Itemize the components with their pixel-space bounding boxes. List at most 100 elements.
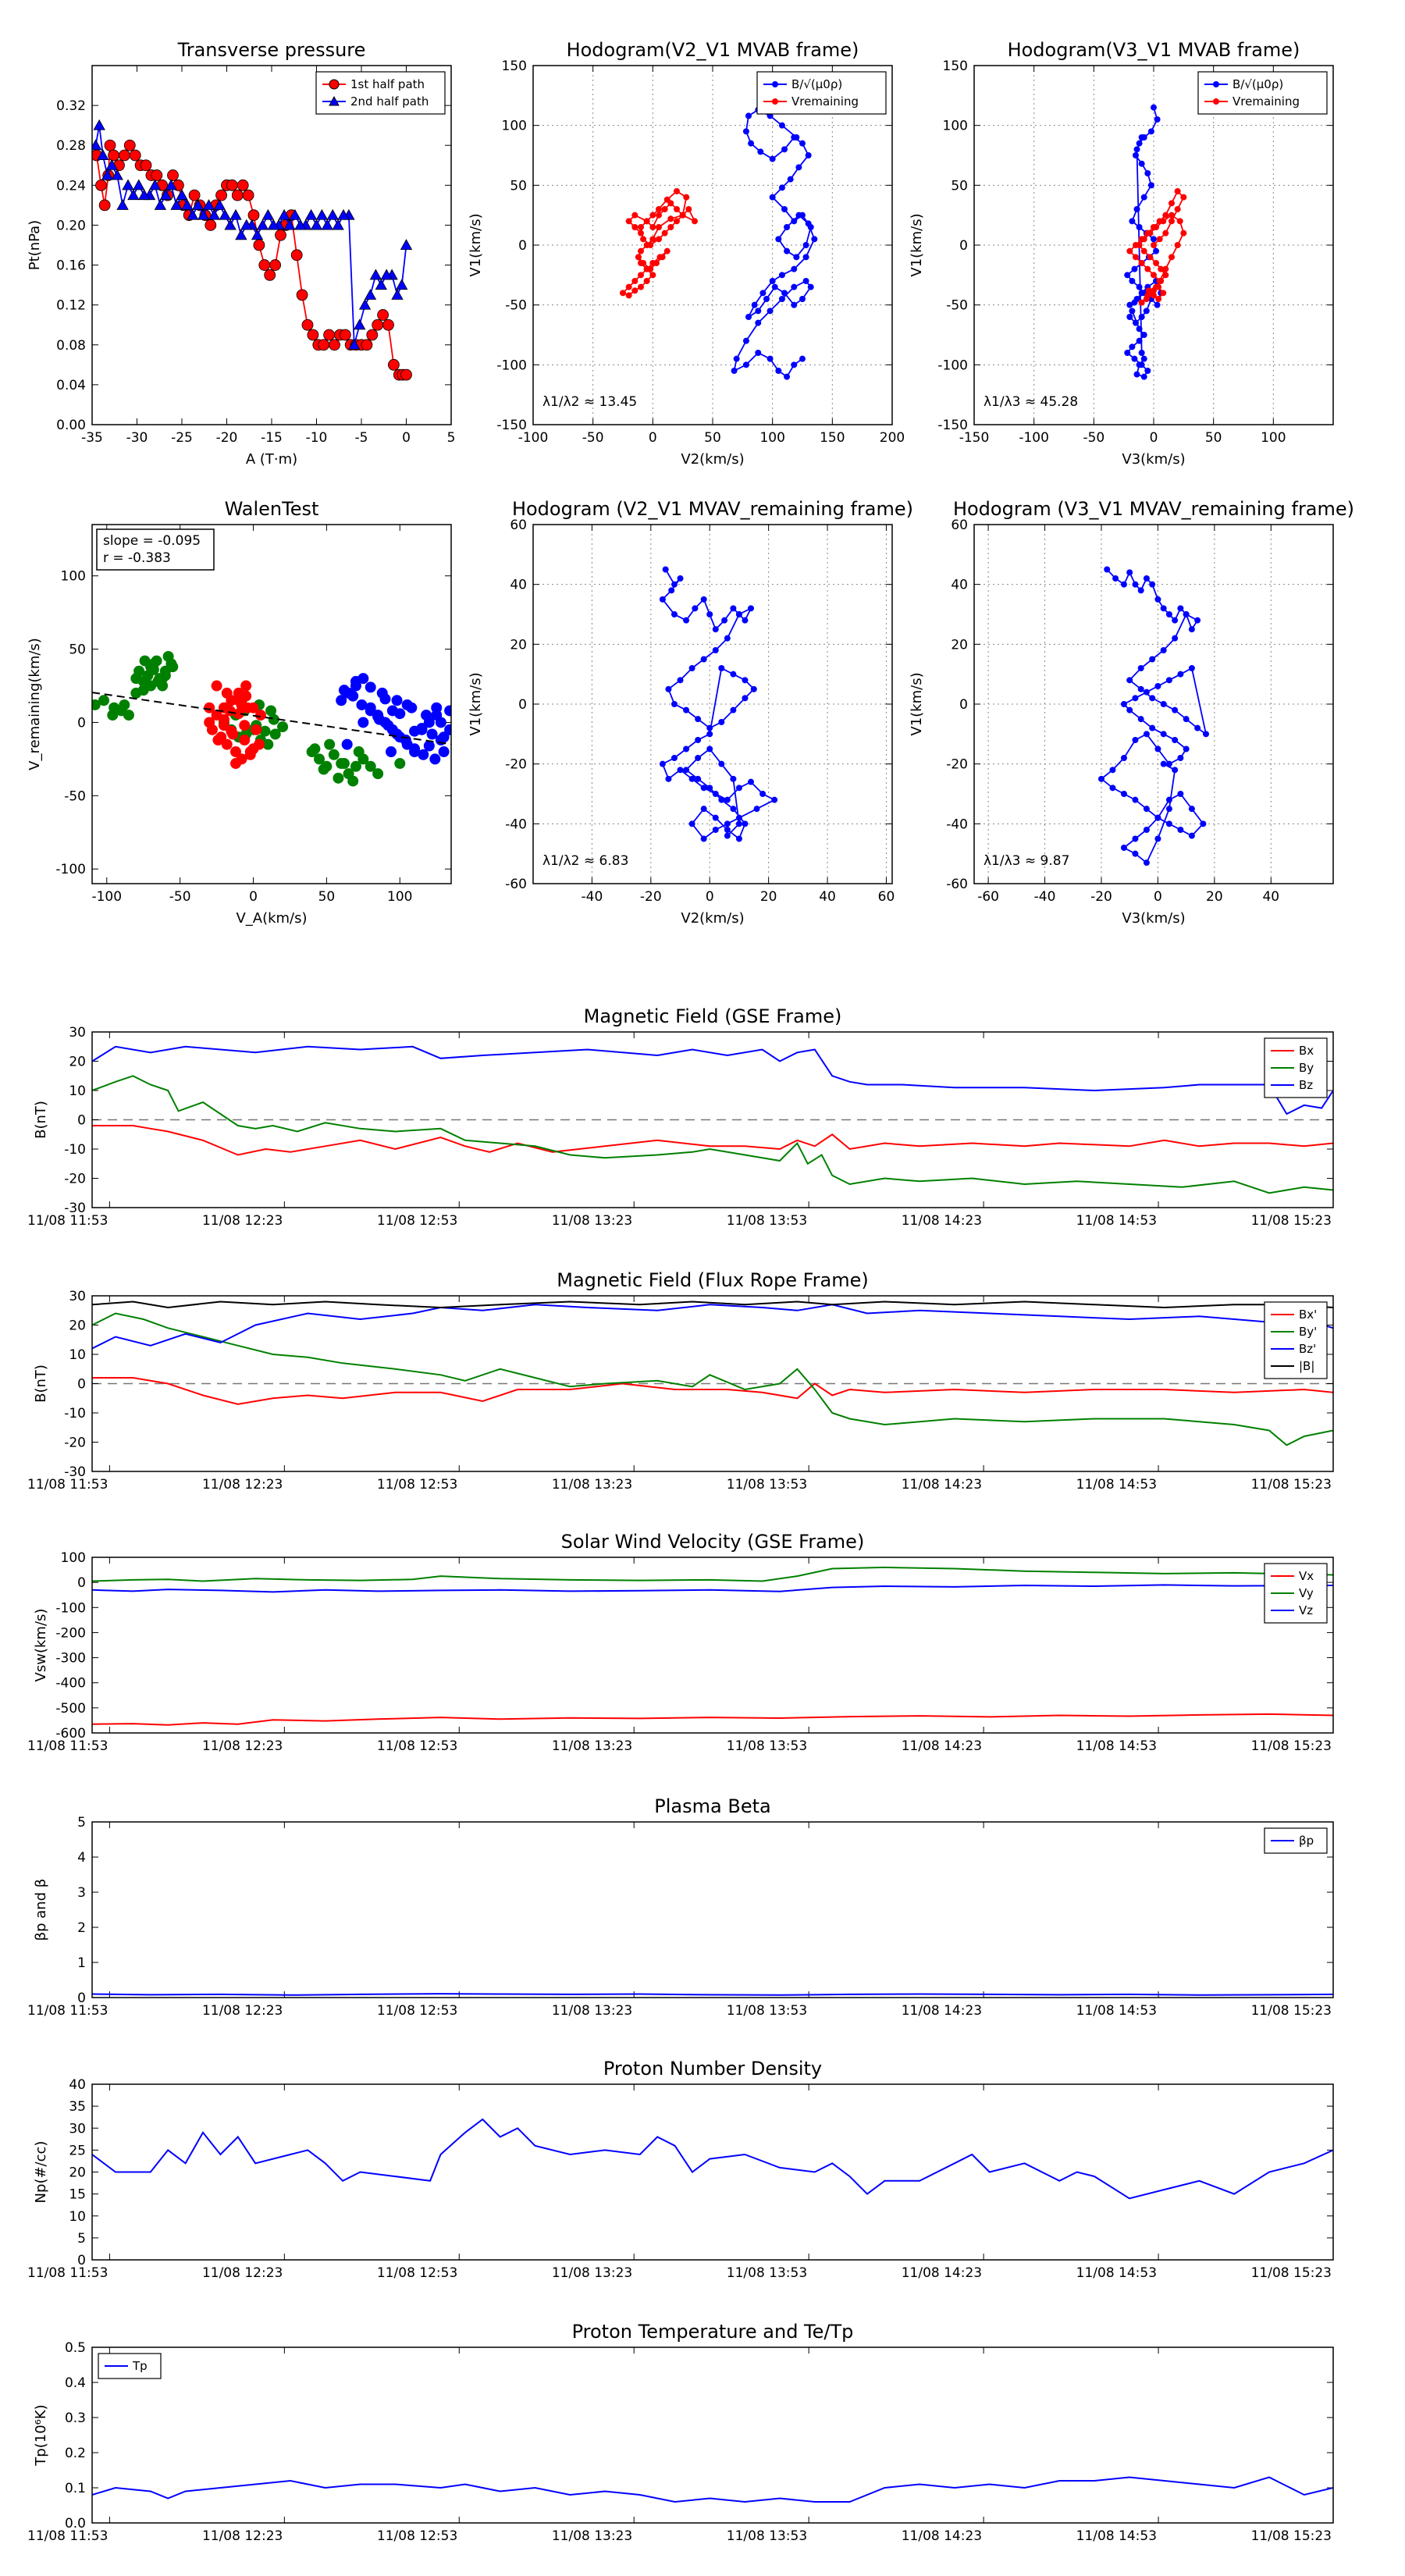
data-point — [394, 758, 406, 770]
data-point — [123, 710, 134, 721]
legend-marker — [329, 95, 340, 106]
data-point — [1147, 128, 1154, 135]
data-point — [366, 329, 379, 341]
data-point — [1172, 737, 1179, 743]
data-point — [1180, 194, 1187, 201]
y-axis-label: B(nT) — [33, 1101, 49, 1139]
data-point — [1188, 665, 1195, 671]
legend-label: Bx' — [1299, 1308, 1317, 1322]
data-point — [358, 298, 372, 310]
data-point — [326, 208, 339, 220]
data-point — [795, 164, 802, 171]
data-point — [1133, 152, 1139, 158]
data-point — [1154, 745, 1161, 753]
data-point — [1136, 361, 1143, 368]
y-tick-label: 50 — [69, 642, 86, 658]
x-tick-label: -40 — [1034, 889, 1056, 905]
data-point — [1132, 737, 1139, 743]
series-line-By — [92, 1075, 1333, 1194]
data-point — [309, 743, 321, 755]
axis-ticks: 11/08 11:53 11/08 12:23 11/08 12:53 11/08 1… — [27, 1289, 1334, 1493]
data-point — [674, 218, 680, 225]
data-point — [1144, 265, 1151, 272]
x-tick-label: 11/08 13:23 — [552, 2003, 632, 2019]
data-point — [157, 673, 169, 685]
y-tick-label: -50 — [64, 788, 86, 804]
y-tick-label: 10 — [69, 1083, 86, 1099]
data-point — [1138, 299, 1145, 306]
legend: βp — [1264, 1827, 1328, 1854]
x-tick-label: 11/08 14:23 — [902, 1738, 982, 1754]
y-tick-label: 0.32 — [56, 98, 86, 114]
data-point — [1151, 236, 1157, 243]
annotation-text: slope = -0.095 — [103, 533, 201, 549]
legend: B/√(μ0ρ) Vremaining — [1197, 71, 1328, 115]
data-point — [329, 339, 340, 351]
y-axis-label: V1(km/s) — [909, 672, 925, 735]
data-point — [748, 140, 755, 147]
data-point — [735, 785, 742, 792]
data-point — [1168, 212, 1175, 219]
data-point — [665, 775, 672, 782]
plot-frame — [91, 2347, 1334, 2524]
y-tick-label: 100 — [943, 119, 968, 134]
x-tick-label: 11/08 15:23 — [1251, 1738, 1332, 1754]
data-point — [338, 758, 350, 770]
x-tick-label: 11/08 13:53 — [727, 1738, 807, 1754]
y-tick-label: 0 — [518, 697, 527, 713]
data-point — [638, 224, 644, 230]
data-point — [1153, 247, 1160, 254]
data-point — [661, 206, 668, 212]
data-point — [778, 184, 785, 191]
data-point — [735, 820, 742, 827]
y-tick-label: 2 — [77, 1920, 86, 1936]
x-tick-label: 11/08 13:53 — [727, 1213, 807, 1229]
data-point — [718, 760, 725, 767]
x-tick-label: 11/08 13:53 — [727, 1477, 807, 1493]
data-point — [755, 319, 762, 326]
x-tick-label: 11/08 14:53 — [1076, 1213, 1157, 1229]
x-tick-label: 11/08 12:53 — [377, 2528, 457, 2544]
data-point — [649, 260, 656, 266]
legend-box — [1264, 1563, 1328, 1624]
data-point — [1131, 299, 1138, 306]
data-point — [375, 279, 387, 290]
data-point — [372, 318, 384, 331]
data-point — [683, 706, 690, 713]
y-tick-label: 100 — [502, 119, 527, 134]
x-tick-label: 11/08 13:23 — [552, 2265, 632, 2281]
data-point — [755, 308, 762, 315]
data-point — [1126, 301, 1133, 308]
data-point — [677, 767, 684, 774]
y-tick-label: 0 — [959, 238, 968, 254]
x-tick-label: 11/08 12:23 — [202, 1213, 283, 1229]
data-point — [350, 675, 361, 687]
x-tick-label: 11/08 11:53 — [27, 2003, 108, 2019]
data-point — [742, 361, 749, 368]
x-tick-label: 11/08 12:23 — [202, 2003, 283, 2019]
data-point — [253, 239, 265, 251]
x-tick-label: -150 — [959, 430, 990, 446]
chart-title: Hodogram(V3_V1 MVAB frame) — [1008, 39, 1300, 61]
data-point — [376, 687, 388, 699]
data-point — [364, 289, 377, 300]
data-point — [742, 677, 749, 684]
x-tick-label: 11/08 14:23 — [902, 2528, 982, 2544]
data-point — [202, 199, 215, 210]
data-point — [742, 128, 749, 135]
x-tick-label: 11/08 14:53 — [1076, 1738, 1157, 1754]
x-tick-label: 50 — [1205, 430, 1222, 446]
data-point — [670, 701, 678, 707]
data-point — [706, 611, 713, 617]
data-point — [643, 265, 650, 272]
y-tick-label: 40 — [69, 2077, 86, 2093]
data-point — [631, 278, 638, 284]
data-point — [1154, 301, 1161, 308]
data-point — [1174, 206, 1181, 212]
data-point — [1183, 611, 1190, 617]
data-point — [304, 208, 318, 220]
data-point — [421, 710, 432, 721]
y-tick-label: -150 — [496, 418, 527, 433]
data-point — [219, 208, 231, 220]
